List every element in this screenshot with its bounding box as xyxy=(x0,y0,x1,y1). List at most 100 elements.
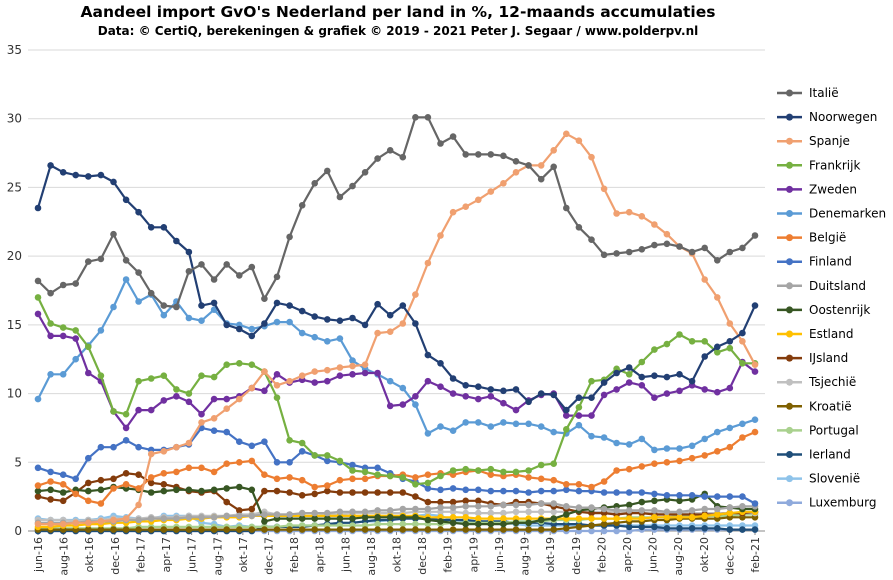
data-point xyxy=(512,508,520,516)
data-point xyxy=(575,224,583,231)
data-point xyxy=(210,526,218,533)
data-point xyxy=(714,493,721,500)
data-point xyxy=(399,526,407,533)
data-point xyxy=(751,302,759,309)
data-point xyxy=(399,302,407,309)
data-point xyxy=(714,294,721,301)
data-point xyxy=(676,497,683,505)
data-point xyxy=(475,196,482,204)
data-point xyxy=(638,523,646,531)
data-point xyxy=(59,489,67,496)
data-point xyxy=(437,360,444,367)
legend-label: Italië xyxy=(809,86,839,100)
data-point xyxy=(47,332,54,340)
legend-marker xyxy=(786,258,793,266)
x-tick-label: dec-20 xyxy=(723,537,736,575)
data-point xyxy=(261,320,268,327)
data-point xyxy=(739,329,746,337)
legend-item: Kroatië xyxy=(777,399,852,413)
data-point xyxy=(34,520,42,528)
data-point xyxy=(638,507,646,514)
data-point xyxy=(110,526,117,533)
data-point xyxy=(34,464,42,472)
data-point xyxy=(147,375,155,382)
data-point xyxy=(676,387,683,395)
data-point xyxy=(462,497,470,505)
data-point xyxy=(374,520,381,528)
data-point xyxy=(34,395,42,403)
data-point xyxy=(311,515,319,522)
data-point xyxy=(173,237,180,245)
data-point xyxy=(122,196,130,204)
data-point xyxy=(714,511,721,518)
data-point xyxy=(374,329,381,337)
data-point xyxy=(424,377,432,385)
data-point xyxy=(550,163,557,171)
data-point xyxy=(437,472,444,480)
data-point xyxy=(59,520,67,528)
data-point xyxy=(449,467,457,474)
data-point xyxy=(424,259,432,267)
legend: Italië Noorwegen Spanje Frankrijk Zweden Dene… xyxy=(777,86,886,510)
legend-label: IJsland xyxy=(809,351,848,365)
legend-label: Ierland xyxy=(809,448,851,462)
data-point xyxy=(500,468,507,476)
data-point xyxy=(261,518,268,525)
data-point xyxy=(575,404,583,411)
data-point xyxy=(298,439,306,447)
data-point xyxy=(85,369,92,377)
data-point xyxy=(688,514,696,521)
data-point xyxy=(663,514,671,521)
data-point xyxy=(349,461,356,469)
data-point xyxy=(613,527,620,535)
data-point xyxy=(462,514,470,521)
data-point xyxy=(726,384,734,392)
data-point xyxy=(663,445,671,452)
data-point xyxy=(34,310,42,318)
data-point xyxy=(349,515,356,522)
data-point xyxy=(563,525,570,532)
data-point xyxy=(324,487,331,495)
data-point xyxy=(550,515,557,522)
chart-title: Aandeel import GvO's Nederland per land … xyxy=(80,3,715,21)
data-point xyxy=(625,507,633,514)
data-point xyxy=(651,460,658,468)
data-point xyxy=(386,147,394,154)
data-point xyxy=(349,362,356,370)
data-point xyxy=(462,393,470,400)
data-point xyxy=(349,357,356,364)
data-point xyxy=(563,511,570,518)
data-point xyxy=(487,151,495,158)
data-point xyxy=(726,320,734,327)
data-point xyxy=(160,397,168,404)
data-point xyxy=(688,248,696,256)
data-point xyxy=(412,474,419,481)
data-point xyxy=(487,526,495,533)
data-point xyxy=(600,520,608,528)
data-point xyxy=(47,289,54,297)
data-point xyxy=(676,331,683,338)
series-line xyxy=(38,513,755,530)
data-point xyxy=(663,240,671,248)
data-point xyxy=(638,515,646,522)
data-point xyxy=(449,375,457,382)
data-point xyxy=(412,393,419,400)
data-point xyxy=(236,272,243,279)
data-point xyxy=(261,511,268,518)
data-point xyxy=(449,504,457,511)
legend-label: Spanje xyxy=(809,134,850,148)
x-tick-label: jun-18 xyxy=(339,537,352,573)
data-point xyxy=(72,355,79,363)
data-point xyxy=(475,467,482,474)
data-point xyxy=(638,246,646,253)
data-point xyxy=(399,320,407,327)
data-point xyxy=(324,316,331,323)
data-point xyxy=(475,526,482,533)
data-point xyxy=(59,169,67,176)
data-point xyxy=(663,373,671,381)
data-point xyxy=(462,151,470,158)
data-point xyxy=(701,505,708,513)
data-point xyxy=(361,361,369,369)
data-point xyxy=(160,481,168,488)
data-point xyxy=(714,349,721,356)
